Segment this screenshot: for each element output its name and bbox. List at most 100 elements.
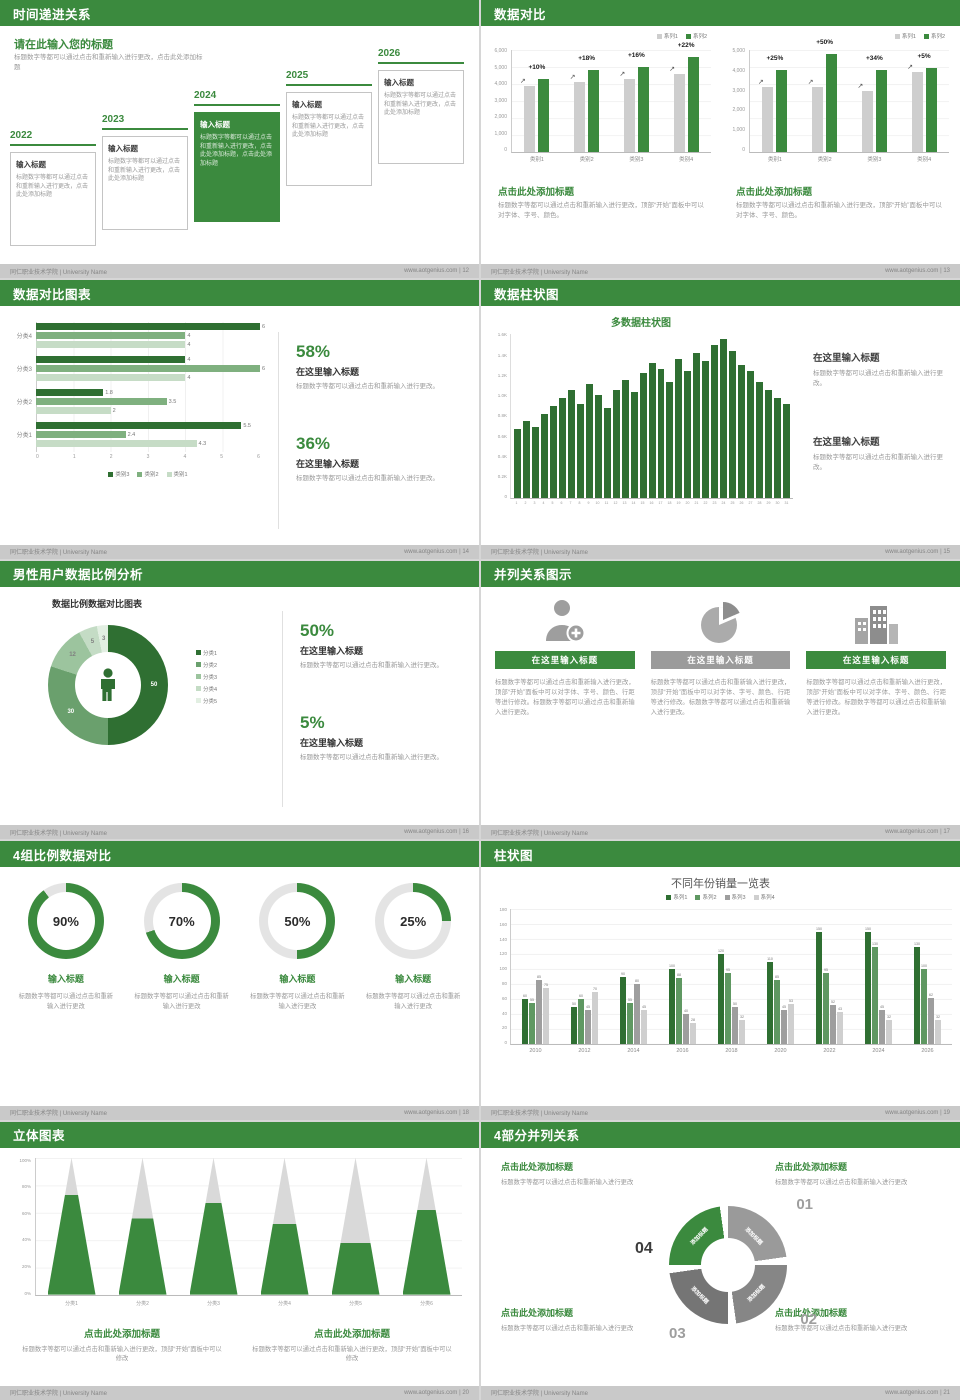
ring-percent: 25%: [384, 892, 443, 951]
y-tick: 0.8K: [497, 413, 507, 419]
slide-13[interactable]: 数据对比 系列1 系列2 6,000 5,000 4,000 3,000 2,000 1,0…: [481, 0, 960, 279]
bar: [36, 374, 186, 382]
value-label: 53: [789, 999, 793, 1004]
slide-14[interactable]: 数据对比图表 分类4 6 4 4 分类3 4 6 4 分类2 1.8 3.5 2 分类1 5.5 2.4 4.…: [0, 280, 479, 559]
bar: [531, 426, 539, 499]
bar: [657, 369, 665, 499]
y-tick: 4,000: [494, 81, 507, 87]
corner-block: 点击此处添加标题 标题数字等都可以通过点击和重新输入进行更改: [775, 1160, 939, 1188]
x-tick: 12: [613, 501, 618, 506]
arrow-up-icon: ↗: [619, 70, 626, 78]
slide-18[interactable]: 4组比例数据对比 90% 输入标题 标题数字等都可以通过点击和重新输入进行更改 70%…: [0, 841, 479, 1120]
bar-series2: [687, 56, 699, 152]
timeline-box-text: 标题数字等都可以通过点击和重新输入进行更改，点击此处添加标题: [108, 159, 181, 183]
cone-item: 分类4: [260, 1157, 309, 1307]
footer-site-page: www.aotgenius.com | 19: [885, 1109, 950, 1116]
progress-ring: 90%: [27, 883, 104, 960]
x-label: 类别4: [917, 157, 932, 163]
bar: [767, 961, 773, 1045]
footer-site-page: www.aotgenius.com | 16: [404, 829, 469, 836]
pie-icon: [651, 593, 791, 651]
slide-21[interactable]: 4部分并列关系 点击此处添加标题 标题数字等都可以通过点击和重新输入进行更改 点…: [481, 1121, 960, 1400]
slide-19[interactable]: 柱状图 不同年份销量一览表 系列1 系列2 系列3 系列4 180 160 140 120 1…: [481, 841, 960, 1120]
corner-block: 点击此处添加标题 标题数字等都可以通过点击和重新输入进行更改: [501, 1160, 665, 1188]
bar: [739, 1020, 745, 1045]
hbar-row: 分类1 5.5 2.4 4.3: [8, 421, 260, 448]
slide-title: 并列关系图示: [494, 568, 573, 583]
y-tick: 0.2K: [497, 474, 507, 480]
caption-block: 点击此处添加标题 标题数字等都可以通过点击和重新输入进行更改，顶部“开始”面板中…: [252, 1326, 452, 1365]
footer-site-page: www.aotgenius.com | 15: [885, 548, 950, 555]
cycle-center: [701, 1237, 755, 1292]
percent-label: +10%: [528, 63, 546, 71]
slide-16[interactable]: 男性用户数据比例分析 数据比例数据对比图表 50 30 12 5 3 分类1 分类2 分类3…: [0, 560, 479, 840]
ring-percent: 70%: [152, 892, 211, 951]
value-label: 100: [669, 964, 675, 969]
bar: [693, 352, 701, 499]
bar-wrap: 62: [928, 909, 934, 1045]
bar-series2: [637, 67, 649, 152]
bars: 4 6 4: [36, 355, 265, 382]
x-label: 2024: [872, 1048, 885, 1055]
parallel-column: 在这里输入标题 标题数字等都可以通过点击和重新输入进行更改，顶部“开始”面板中可以…: [495, 593, 635, 718]
y-tick: 6,000: [494, 48, 507, 54]
bar: [620, 976, 626, 1045]
bar-wrap: 150: [816, 909, 822, 1045]
timeline-box-text: 标题数字等都可以通过点击和重新输入进行更改，点击此处添加标题，点击此处添加标题: [200, 135, 273, 168]
bar: [872, 946, 878, 1045]
legend-item: 系列1: [894, 32, 916, 40]
value-label: 32: [740, 1015, 744, 1020]
slide-footer: 同仁职业技术学院 | University Name www.aotgenius.…: [481, 1385, 960, 1400]
x-label: 分类2: [136, 1300, 149, 1307]
footer-university: 同仁职业技术学院 | University Name: [491, 269, 588, 276]
slide-content: 不同年份销量一览表 系列1 系列2 系列3 系列4 180 160 140 120 100 80…: [481, 867, 960, 1105]
bar-wrap: 70: [592, 909, 598, 1045]
slice-value: 30: [67, 708, 75, 715]
value-label: 45: [782, 1005, 786, 1010]
bar: [543, 987, 549, 1045]
x-tick: 13: [622, 501, 627, 506]
legend-item: 类别2: [137, 470, 159, 478]
block-text: 标题数字等都可以通过点击和重新输入进行更改: [775, 1324, 908, 1332]
x-label: 2014: [627, 1048, 640, 1055]
bar: [36, 356, 186, 364]
bar-wrap: 85: [536, 909, 542, 1045]
segment-label: 添加标题: [743, 1227, 764, 1247]
slide-12[interactable]: 时间递进关系 请在此输入您的标题 标题数字等都可以通过点击和重新输入进行更改，点…: [0, 0, 479, 279]
bar-wrap: 95: [823, 909, 829, 1045]
timeline-box: 输入标题 标题数字等都可以通过点击和重新输入进行更改，点击此处添加标题: [286, 92, 372, 186]
bar: [634, 984, 640, 1045]
bar: [36, 365, 260, 373]
slide-15[interactable]: 数据柱状图 多数据柱状图 1.6K 1.4K 1.2K 1.0K 0.8K 0.6K 0.4…: [481, 280, 960, 559]
bar-series2: [875, 70, 887, 152]
x-tick: 30: [775, 501, 780, 506]
x-label: 2016: [676, 1048, 689, 1055]
legend-label: 类别3: [115, 472, 130, 479]
value-label: 43: [838, 1006, 842, 1011]
bar: [522, 420, 530, 499]
bar: [576, 404, 584, 499]
block-text: 标题数字等都可以通过点击和重新输入进行更改: [501, 1178, 634, 1186]
bar: [788, 1004, 794, 1045]
bar-group: 130 100 62 32 2026: [911, 909, 945, 1054]
value-label: 85: [537, 975, 541, 980]
x-label: 2018: [725, 1048, 738, 1055]
stat-text: 标题数字等都可以通过点击和重新输入进行更改。: [296, 383, 439, 391]
grouped-column-chart: 180 160 140 120 100 80 60 40 20 0 60 55 85 75 2010 50 60…: [493, 907, 952, 1057]
caption-title: 点击此处添加标题: [83, 1328, 160, 1340]
ring-text: 标题数字等都可以通过点击和重新输入进行更改: [365, 993, 461, 1010]
bar: [578, 999, 584, 1045]
slide-content: 请在此输入您的标题 标题数字等都可以通过点击和重新输入进行更改，点击此处添加标题…: [0, 26, 479, 264]
bar-group: 60 55 85 75 2010: [519, 909, 553, 1054]
timeline-item: 2023 输入标题 标题数字等都可以通过点击和重新输入进行更改，点击此处添加标题: [102, 114, 188, 230]
bar: [549, 406, 557, 499]
ring-title: 输入标题: [395, 974, 432, 985]
bar: [675, 359, 683, 499]
legend-swatch: [666, 894, 672, 900]
slide-20[interactable]: 立体图表 100% 80% 60% 40% 20% 0% 分类1 分类2 分类3 分类4 分类5 分类…: [0, 1121, 479, 1400]
stat-title: 在这里输入标题: [296, 459, 360, 470]
slide-17[interactable]: 并列关系图示 在这里输入标题 标题数字等都可以通过点击和重新输入进行更改，顶部“开…: [481, 560, 960, 840]
bar-wrap: 100: [669, 909, 675, 1045]
x-tick: 4: [542, 501, 545, 506]
male-icon: [101, 668, 115, 701]
